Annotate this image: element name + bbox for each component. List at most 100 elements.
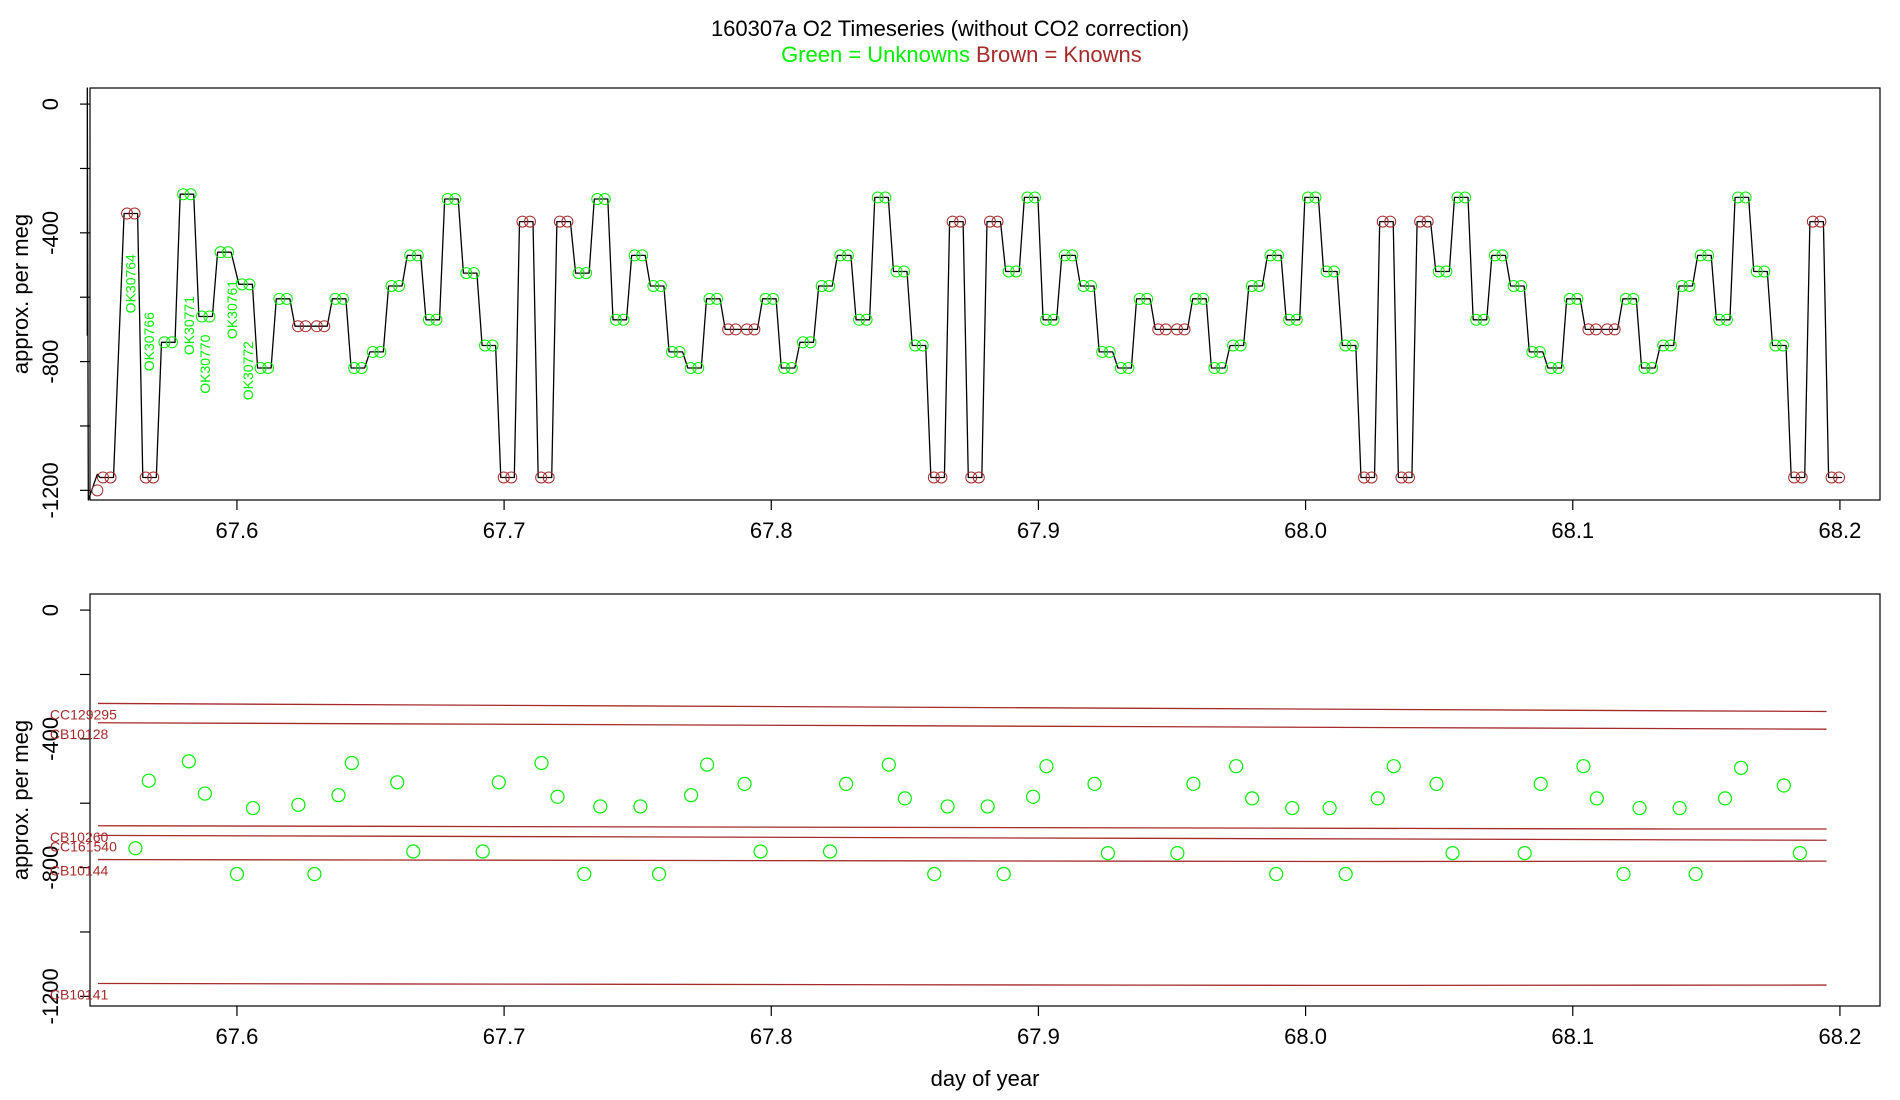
plateau-marker: [1103, 345, 1116, 358]
plateau-marker: [1253, 279, 1266, 292]
x-tick-label: 68.2: [1819, 518, 1862, 543]
plateau-marker: [1066, 249, 1079, 262]
plateau-marker: [1646, 362, 1659, 375]
plateau-marker: [1402, 471, 1415, 484]
plateau-marker: [121, 207, 134, 220]
plateau-marker: [666, 345, 679, 358]
plateau-marker: [411, 249, 424, 262]
plateau-marker: [184, 188, 197, 201]
plateau-marker: [1806, 215, 1819, 228]
plateau-marker: [254, 362, 267, 375]
unknown-point: [307, 866, 322, 882]
known-line: [98, 722, 1827, 730]
plateau-marker: [1563, 292, 1576, 305]
plateau-marker: [1571, 292, 1584, 305]
plateau-marker: [1776, 339, 1789, 352]
unknown-point: [1517, 846, 1532, 861]
known-label: CC129295: [50, 706, 117, 722]
plateau-marker: [422, 313, 435, 326]
plateau-marker: [617, 313, 630, 326]
x-tick-label: 68.2: [1819, 1024, 1862, 1049]
plateau-marker: [486, 339, 499, 352]
plateau-marker: [516, 215, 529, 228]
plateau-marker: [1152, 323, 1165, 336]
unknown-point: [491, 775, 506, 790]
unknown-point: [881, 757, 896, 772]
unknown-label: OK30770: [197, 334, 213, 393]
plateau-marker: [1470, 313, 1483, 326]
plateau-marker: [1085, 279, 1098, 292]
plateau-marker: [1197, 292, 1210, 305]
plateau-marker: [1365, 471, 1378, 484]
plateau-marker: [692, 362, 705, 375]
plateau-marker: [177, 188, 190, 201]
plateau-marker: [796, 336, 809, 349]
plateau-marker: [823, 279, 836, 292]
plateau-marker: [1114, 362, 1127, 375]
plateau-marker: [430, 313, 443, 326]
x-axis-label: day of year: [931, 1066, 1040, 1091]
plateau-marker: [1133, 292, 1146, 305]
plateau-marker: [535, 471, 548, 484]
plateau-marker: [1758, 265, 1771, 278]
plateau-marker: [1077, 279, 1090, 292]
unknown-point: [181, 754, 196, 769]
plateau-marker: [841, 249, 854, 262]
plateau-marker: [572, 267, 585, 280]
plateau-marker: [1526, 345, 1539, 358]
unknown-point: [737, 776, 752, 792]
plateau-marker: [1245, 279, 1258, 292]
plateau-marker: [292, 320, 305, 333]
plateau-marker: [1227, 339, 1240, 352]
unknown-point: [1245, 791, 1260, 806]
known-label: CB10144: [50, 863, 109, 879]
plateau-marker: [467, 267, 480, 280]
plateau-marker: [1739, 191, 1752, 204]
unknown-point: [1445, 846, 1460, 861]
plateau-marker: [1795, 471, 1808, 484]
plateau-marker: [916, 339, 929, 352]
plateau-marker: [853, 313, 866, 326]
plateau-marker: [404, 249, 417, 262]
plateau-marker: [1694, 249, 1707, 262]
unknown-point: [996, 866, 1011, 882]
unknown-point: [1039, 759, 1054, 774]
unknown-point: [1229, 759, 1244, 774]
plateau-marker: [165, 336, 178, 349]
plateau-marker: [954, 215, 967, 228]
unknown-point: [1533, 776, 1548, 792]
x-tick-label: 67.9: [1017, 1024, 1060, 1049]
plateau-marker: [1702, 249, 1715, 262]
plateau-marker: [1096, 345, 1109, 358]
plateau-marker: [505, 471, 518, 484]
unknown-point: [550, 789, 565, 804]
plateau-marker: [97, 471, 110, 484]
plateau-marker: [654, 279, 667, 292]
legend-knowns: Brown = Knowns: [976, 42, 1142, 67]
plateau-marker: [815, 279, 828, 292]
y-tick-label: -1200: [38, 968, 63, 1024]
plateau-marker: [927, 471, 940, 484]
plateau-marker: [280, 292, 293, 305]
plateau-marker: [497, 471, 510, 484]
plateau-marker: [591, 193, 604, 206]
y-axis-label: approx. per meg: [8, 720, 33, 880]
plateau-marker: [1552, 362, 1565, 375]
plateau-marker: [1264, 249, 1277, 262]
known-label: CC161540: [50, 838, 117, 854]
plateau-marker: [1421, 215, 1434, 228]
plateau-marker: [1833, 471, 1846, 484]
unknown-point: [940, 799, 955, 814]
plateau-marker: [1440, 265, 1453, 278]
unknown-point: [141, 773, 156, 788]
plateau-marker: [479, 339, 492, 352]
o2-trace-line: [86, 87, 1843, 501]
plateau-marker: [1788, 471, 1801, 484]
unknown-point: [1186, 776, 1201, 792]
unknown-point: [1429, 776, 1444, 792]
plateau-marker: [1619, 292, 1632, 305]
x-tick-label: 68.1: [1551, 518, 1594, 543]
plateau-marker: [684, 362, 697, 375]
legend-unknowns: Green = Unknowns: [781, 42, 970, 67]
plateau-marker: [310, 320, 323, 333]
